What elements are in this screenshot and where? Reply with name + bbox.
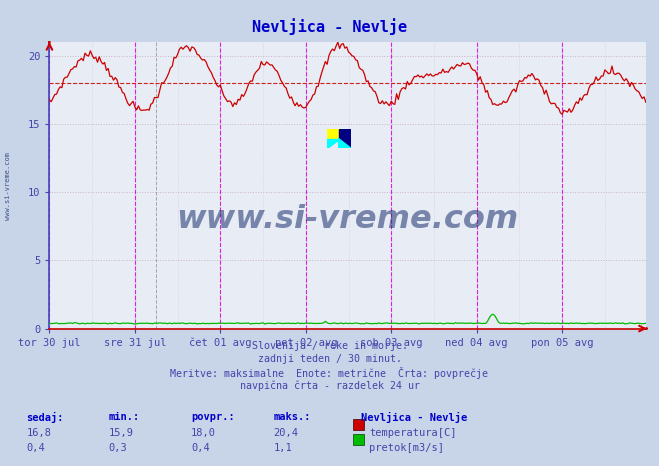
Text: Nevljica - Nevlje: Nevljica - Nevlje	[361, 412, 467, 424]
Text: 15,9: 15,9	[109, 428, 134, 438]
Text: 0,4: 0,4	[26, 443, 45, 453]
Polygon shape	[339, 130, 351, 148]
Polygon shape	[339, 139, 351, 148]
Text: sedaj:: sedaj:	[26, 412, 64, 424]
Text: Meritve: maksimalne  Enote: metrične  Črta: povprečje: Meritve: maksimalne Enote: metrične Črta…	[171, 367, 488, 379]
Text: 1,1: 1,1	[273, 443, 292, 453]
Text: Slovenija / reke in morje.: Slovenija / reke in morje.	[252, 341, 407, 351]
Text: Nevljica - Nevlje: Nevljica - Nevlje	[252, 18, 407, 34]
Text: povpr.:: povpr.:	[191, 412, 235, 422]
Text: 16,8: 16,8	[26, 428, 51, 438]
Text: 18,0: 18,0	[191, 428, 216, 438]
Text: www.si-vreme.com: www.si-vreme.com	[177, 204, 519, 235]
Text: temperatura[C]: temperatura[C]	[369, 428, 457, 438]
Polygon shape	[327, 130, 339, 139]
Text: 0,4: 0,4	[191, 443, 210, 453]
Text: www.si-vreme.com: www.si-vreme.com	[5, 152, 11, 220]
Text: zadnji teden / 30 minut.: zadnji teden / 30 minut.	[258, 354, 401, 364]
Text: pretok[m3/s]: pretok[m3/s]	[369, 443, 444, 453]
Text: 0,3: 0,3	[109, 443, 127, 453]
Text: maks.:: maks.:	[273, 412, 311, 422]
Text: 20,4: 20,4	[273, 428, 299, 438]
Polygon shape	[327, 139, 339, 148]
Text: min.:: min.:	[109, 412, 140, 422]
Text: navpična črta - razdelek 24 ur: navpična črta - razdelek 24 ur	[239, 380, 420, 391]
